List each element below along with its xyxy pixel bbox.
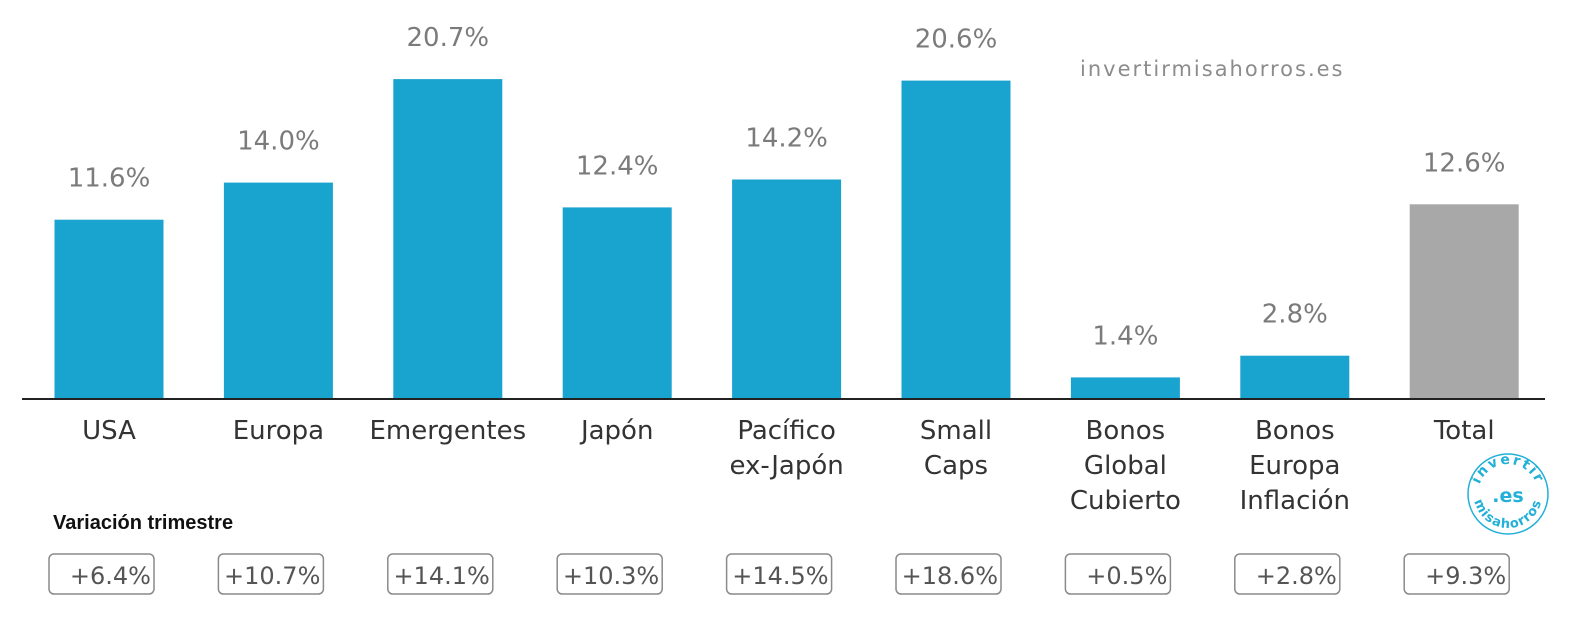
category-line-4-1: ex-Japón [729,451,843,481]
variation-box-5 [895,553,1002,595]
variation-box-0 [48,553,155,595]
variation-value-8: +9.3% [1425,562,1506,590]
category-line-1-0: Europa [233,416,324,446]
bar-1 [223,182,333,399]
variation-value-6: +0.5% [1086,562,1167,590]
seal-center-text: .es [1492,485,1523,507]
variation-value-5: +18.6% [902,562,998,590]
value-label-1: 14.0% [237,127,320,157]
value-label-0: 11.6% [68,164,151,194]
variation-badge-4: +14.5% [725,553,833,595]
category-line-2-0: Emergentes [369,416,526,446]
seal-top-text: invertir [1468,452,1547,486]
value-label-8: 12.6% [1423,148,1506,178]
bar-6 [1070,377,1180,399]
watermark-text: invertirmisahorros.es [1080,57,1344,81]
category-line-5-0: Small [920,416,992,446]
variation-badge-2: +14.1% [387,553,494,595]
value-label-4: 14.2% [745,124,828,154]
bar-0 [54,219,164,399]
category-label-4: Pacífico ex-Japón [729,416,843,481]
category-label-2: Emergentes [369,416,526,446]
variation-value-7: +2.8% [1256,562,1337,590]
category-line-7-2: Inflación [1240,486,1350,516]
bar-2 [393,79,503,399]
variation-box-3 [556,553,663,595]
bar-4 [732,179,842,399]
value-label-5: 20.6% [915,25,998,55]
bar-5 [901,80,1011,399]
value-label-2: 20.7% [406,23,489,53]
variation-value-0: +6.4% [70,562,151,590]
variation-value-2: +14.1% [393,562,489,590]
seal-ring [1467,453,1549,535]
variation-title: Variación trimestre [53,512,233,534]
bar-3 [562,207,672,399]
category-label-6: Bonos Global Cubierto [1070,416,1181,516]
category-line-8-0: Total [1433,416,1495,446]
category-label-0: USA [82,416,136,446]
variation-badge-1: +10.7% [217,553,325,595]
category-line-3-0: Japón [579,416,654,446]
variation-badge-5: +18.6% [895,553,1002,595]
brand-seal-icon: invertirmisahorros.es [1467,452,1549,535]
category-line-7-1: Europa [1249,451,1340,481]
category-label-7: Bonos Europa Inflación [1240,416,1350,516]
category-line-5-1: Caps [924,451,988,481]
variation-value-1: +10.7% [224,562,320,590]
category-line-7-0: Bonos [1255,416,1335,446]
category-label-8: Total [1433,416,1495,446]
value-label-7: 2.8% [1262,300,1328,330]
variation-badge-7: +2.8% [1234,553,1341,595]
category-line-6-1: Global [1084,451,1167,481]
variation-badge-3: +10.3% [556,553,663,595]
variation-value-4: +14.5% [732,562,828,590]
category-label-1: Europa [233,416,324,446]
value-label-3: 12.4% [576,151,659,181]
bar-7 [1240,355,1350,399]
category-line-6-2: Cubierto [1070,486,1181,516]
variation-box-8 [1403,553,1510,595]
category-label-5: Small Caps [920,416,992,481]
variation-box-6 [1064,553,1172,595]
category-line-0-0: USA [82,416,136,446]
variation-badge-6: +0.5% [1064,553,1172,595]
category-line-4-0: Pacífico [737,416,836,446]
variation-box-1 [217,553,325,595]
variation-box-4 [725,553,833,595]
variation-value-3: +10.3% [563,562,659,590]
bar-8 [1409,204,1519,399]
variation-box-2 [387,553,494,595]
category-label-3: Japón [579,416,654,446]
category-line-6-0: Bonos [1086,416,1166,446]
value-label-6: 1.4% [1092,321,1158,351]
variation-box-7 [1234,553,1341,595]
variation-badge-8: +9.3% [1403,553,1510,595]
variation-badge-0: +6.4% [48,553,155,595]
